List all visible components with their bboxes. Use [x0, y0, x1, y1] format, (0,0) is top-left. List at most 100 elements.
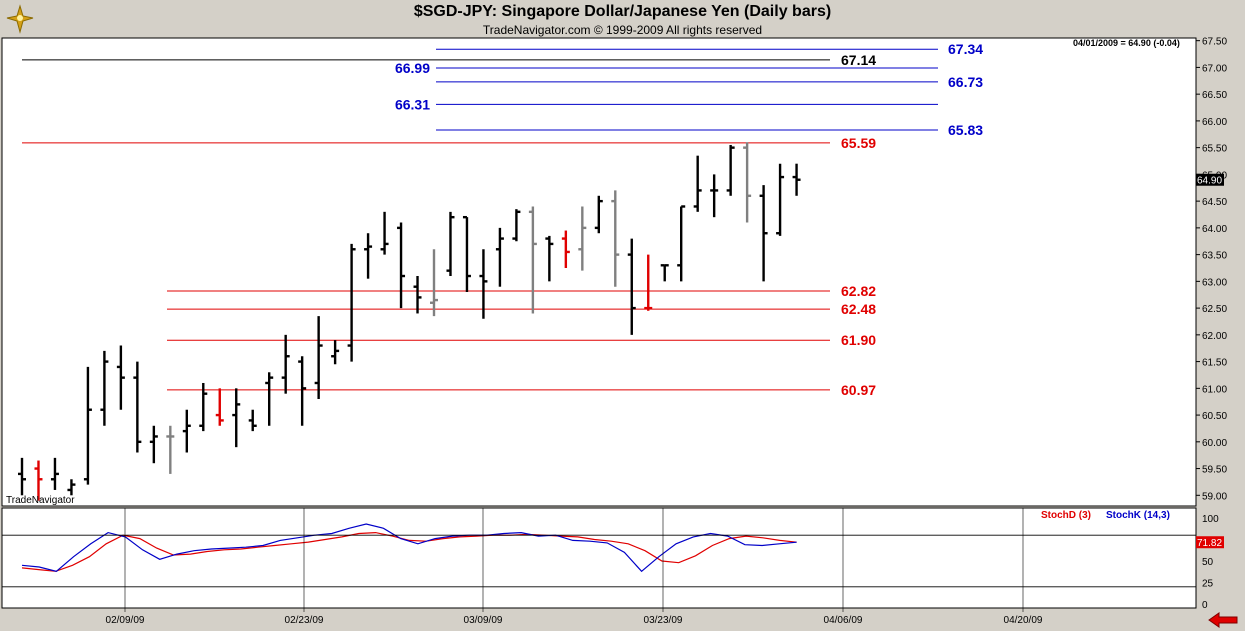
- price-tick-label: 60.00: [1202, 438, 1227, 449]
- stoch-tick-label: 50: [1202, 557, 1214, 568]
- ohlc-bar: [314, 316, 323, 400]
- ohlc-bar: [430, 249, 438, 317]
- ohlc-bar: [34, 460, 43, 501]
- x-tick-label: 02/09/09: [106, 615, 145, 626]
- ohlc-bar: [248, 409, 257, 432]
- ohlc-bar: [611, 190, 620, 287]
- trade-navigator-logo-icon: [3, 2, 37, 36]
- ohlc-bar: [528, 206, 537, 314]
- ohlc-bar: [397, 222, 406, 309]
- stoch-last-marker: [1196, 536, 1224, 549]
- ohlc-bar: [199, 382, 208, 432]
- ohlc-bar: [512, 209, 521, 242]
- ohlc-bar: [693, 155, 702, 212]
- level-label: 62.82: [841, 283, 876, 299]
- level-label: 65.83: [948, 122, 983, 138]
- indicator-pane[interactable]: [1, 507, 1197, 609]
- ohlc-bar: [265, 372, 274, 426]
- stoch-tick-label: 25: [1202, 579, 1214, 590]
- x-tick-label: 02/23/09: [285, 615, 324, 626]
- ohlc-bar: [149, 425, 158, 464]
- price-tick-label: 59.00: [1202, 491, 1227, 502]
- ohlc-bar: [166, 425, 175, 474]
- scroll-left-arrow-icon[interactable]: [1207, 612, 1239, 628]
- legend-stoch-d: StochD (3): [1041, 510, 1091, 521]
- price-tick-label: 64.50: [1202, 197, 1227, 208]
- price-tick-label: 65.50: [1202, 144, 1227, 155]
- level-label: 60.97: [841, 382, 876, 398]
- ohlc-bar: [578, 206, 587, 271]
- copyright-text: TradeNavigator.com © 1999-2009 All right…: [482, 23, 763, 37]
- price-tick-label: 59.50: [1202, 465, 1227, 476]
- price-tick-label: 64.00: [1202, 224, 1227, 235]
- stoch-last-label: 71.82: [1197, 538, 1222, 549]
- x-tick-label: 04/20/09: [1004, 615, 1043, 626]
- level-label: 66.99: [395, 60, 430, 76]
- ohlc-bar: [792, 163, 801, 196]
- ohlc-bar: [347, 243, 356, 362]
- stoch-tick-label: 100: [1202, 514, 1219, 525]
- price-tick-label: 67.50: [1202, 37, 1227, 48]
- level-label: 61.90: [841, 332, 876, 348]
- x-tick-label: 03/09/09: [464, 615, 503, 626]
- price-tick-label: 63.50: [1202, 251, 1227, 262]
- watermark-text: TradeNavigator: [6, 495, 75, 506]
- chart-title: $SGD-JPY: Singapore Dollar/Japanese Yen …: [413, 3, 832, 20]
- level-label: 66.73: [948, 74, 983, 90]
- level-label: 66.31: [395, 96, 430, 112]
- ohlc-bar: [232, 388, 241, 448]
- price-tick-label: 63.00: [1202, 277, 1227, 288]
- legend-stoch-k: StochK (14,3): [1106, 510, 1170, 521]
- ohlc-bar: [479, 249, 488, 319]
- price-tick-label: 60.50: [1202, 411, 1227, 422]
- level-label: 67.14: [841, 52, 876, 68]
- ohlc-bar: [116, 345, 125, 410]
- ohlc-bar: [298, 356, 307, 426]
- x-tick-label: 04/06/09: [824, 615, 863, 626]
- ohlc-bar: [495, 227, 504, 287]
- stoch-series-line: [21, 523, 797, 573]
- ohlc-bar: [561, 230, 570, 268]
- ohlc-bar: [50, 457, 59, 490]
- last-price-marker: [1196, 173, 1224, 186]
- stoch-tick-label: 0: [1202, 600, 1208, 611]
- x-tick-label: 03/23/09: [644, 615, 683, 626]
- ohlc-bar: [413, 276, 422, 314]
- ohlc-bar: [644, 254, 653, 311]
- ohlc-bar: [380, 211, 389, 255]
- last-price-label: 64.90: [1197, 176, 1222, 187]
- ohlc-bar: [627, 238, 636, 335]
- ohlc-bar: [446, 211, 455, 277]
- ohlc-bar: [182, 409, 191, 453]
- level-label: 65.59: [841, 135, 876, 151]
- ohlc-bar: [660, 264, 669, 282]
- level-label: 67.34: [948, 41, 983, 57]
- price-tick-label: 61.50: [1202, 358, 1227, 369]
- ohlc-bar: [331, 340, 340, 365]
- price-tick-label: 66.50: [1202, 90, 1227, 101]
- price-pane[interactable]: [1, 37, 1197, 507]
- ohlc-bar: [133, 361, 142, 453]
- level-label: 62.48: [841, 301, 876, 317]
- ohlc-bar: [776, 163, 785, 236]
- ohlc-bar: [545, 235, 554, 282]
- ohlc-bar: [67, 479, 76, 496]
- ohlc-bar: [83, 366, 92, 485]
- price-tick-label: 62.00: [1202, 331, 1227, 342]
- price-tick-label: 67.00: [1202, 63, 1227, 74]
- price-tick-label: 62.50: [1202, 304, 1227, 315]
- last-quote-text: 04/01/2009 = 64.90 (-0.04): [1073, 38, 1180, 48]
- ohlc-bar: [710, 174, 719, 218]
- ohlc-bar: [462, 215, 471, 293]
- ohlc-bar: [364, 233, 373, 279]
- ohlc-bar: [215, 388, 224, 426]
- ohlc-bar: [594, 195, 603, 234]
- stoch-series-line: [21, 531, 797, 572]
- ohlc-bar: [18, 457, 26, 496]
- price-tick-label: 66.00: [1202, 117, 1227, 128]
- ohlc-bar: [281, 334, 290, 394]
- ohlc-bar: [677, 205, 686, 282]
- ohlc-bar: [100, 350, 109, 426]
